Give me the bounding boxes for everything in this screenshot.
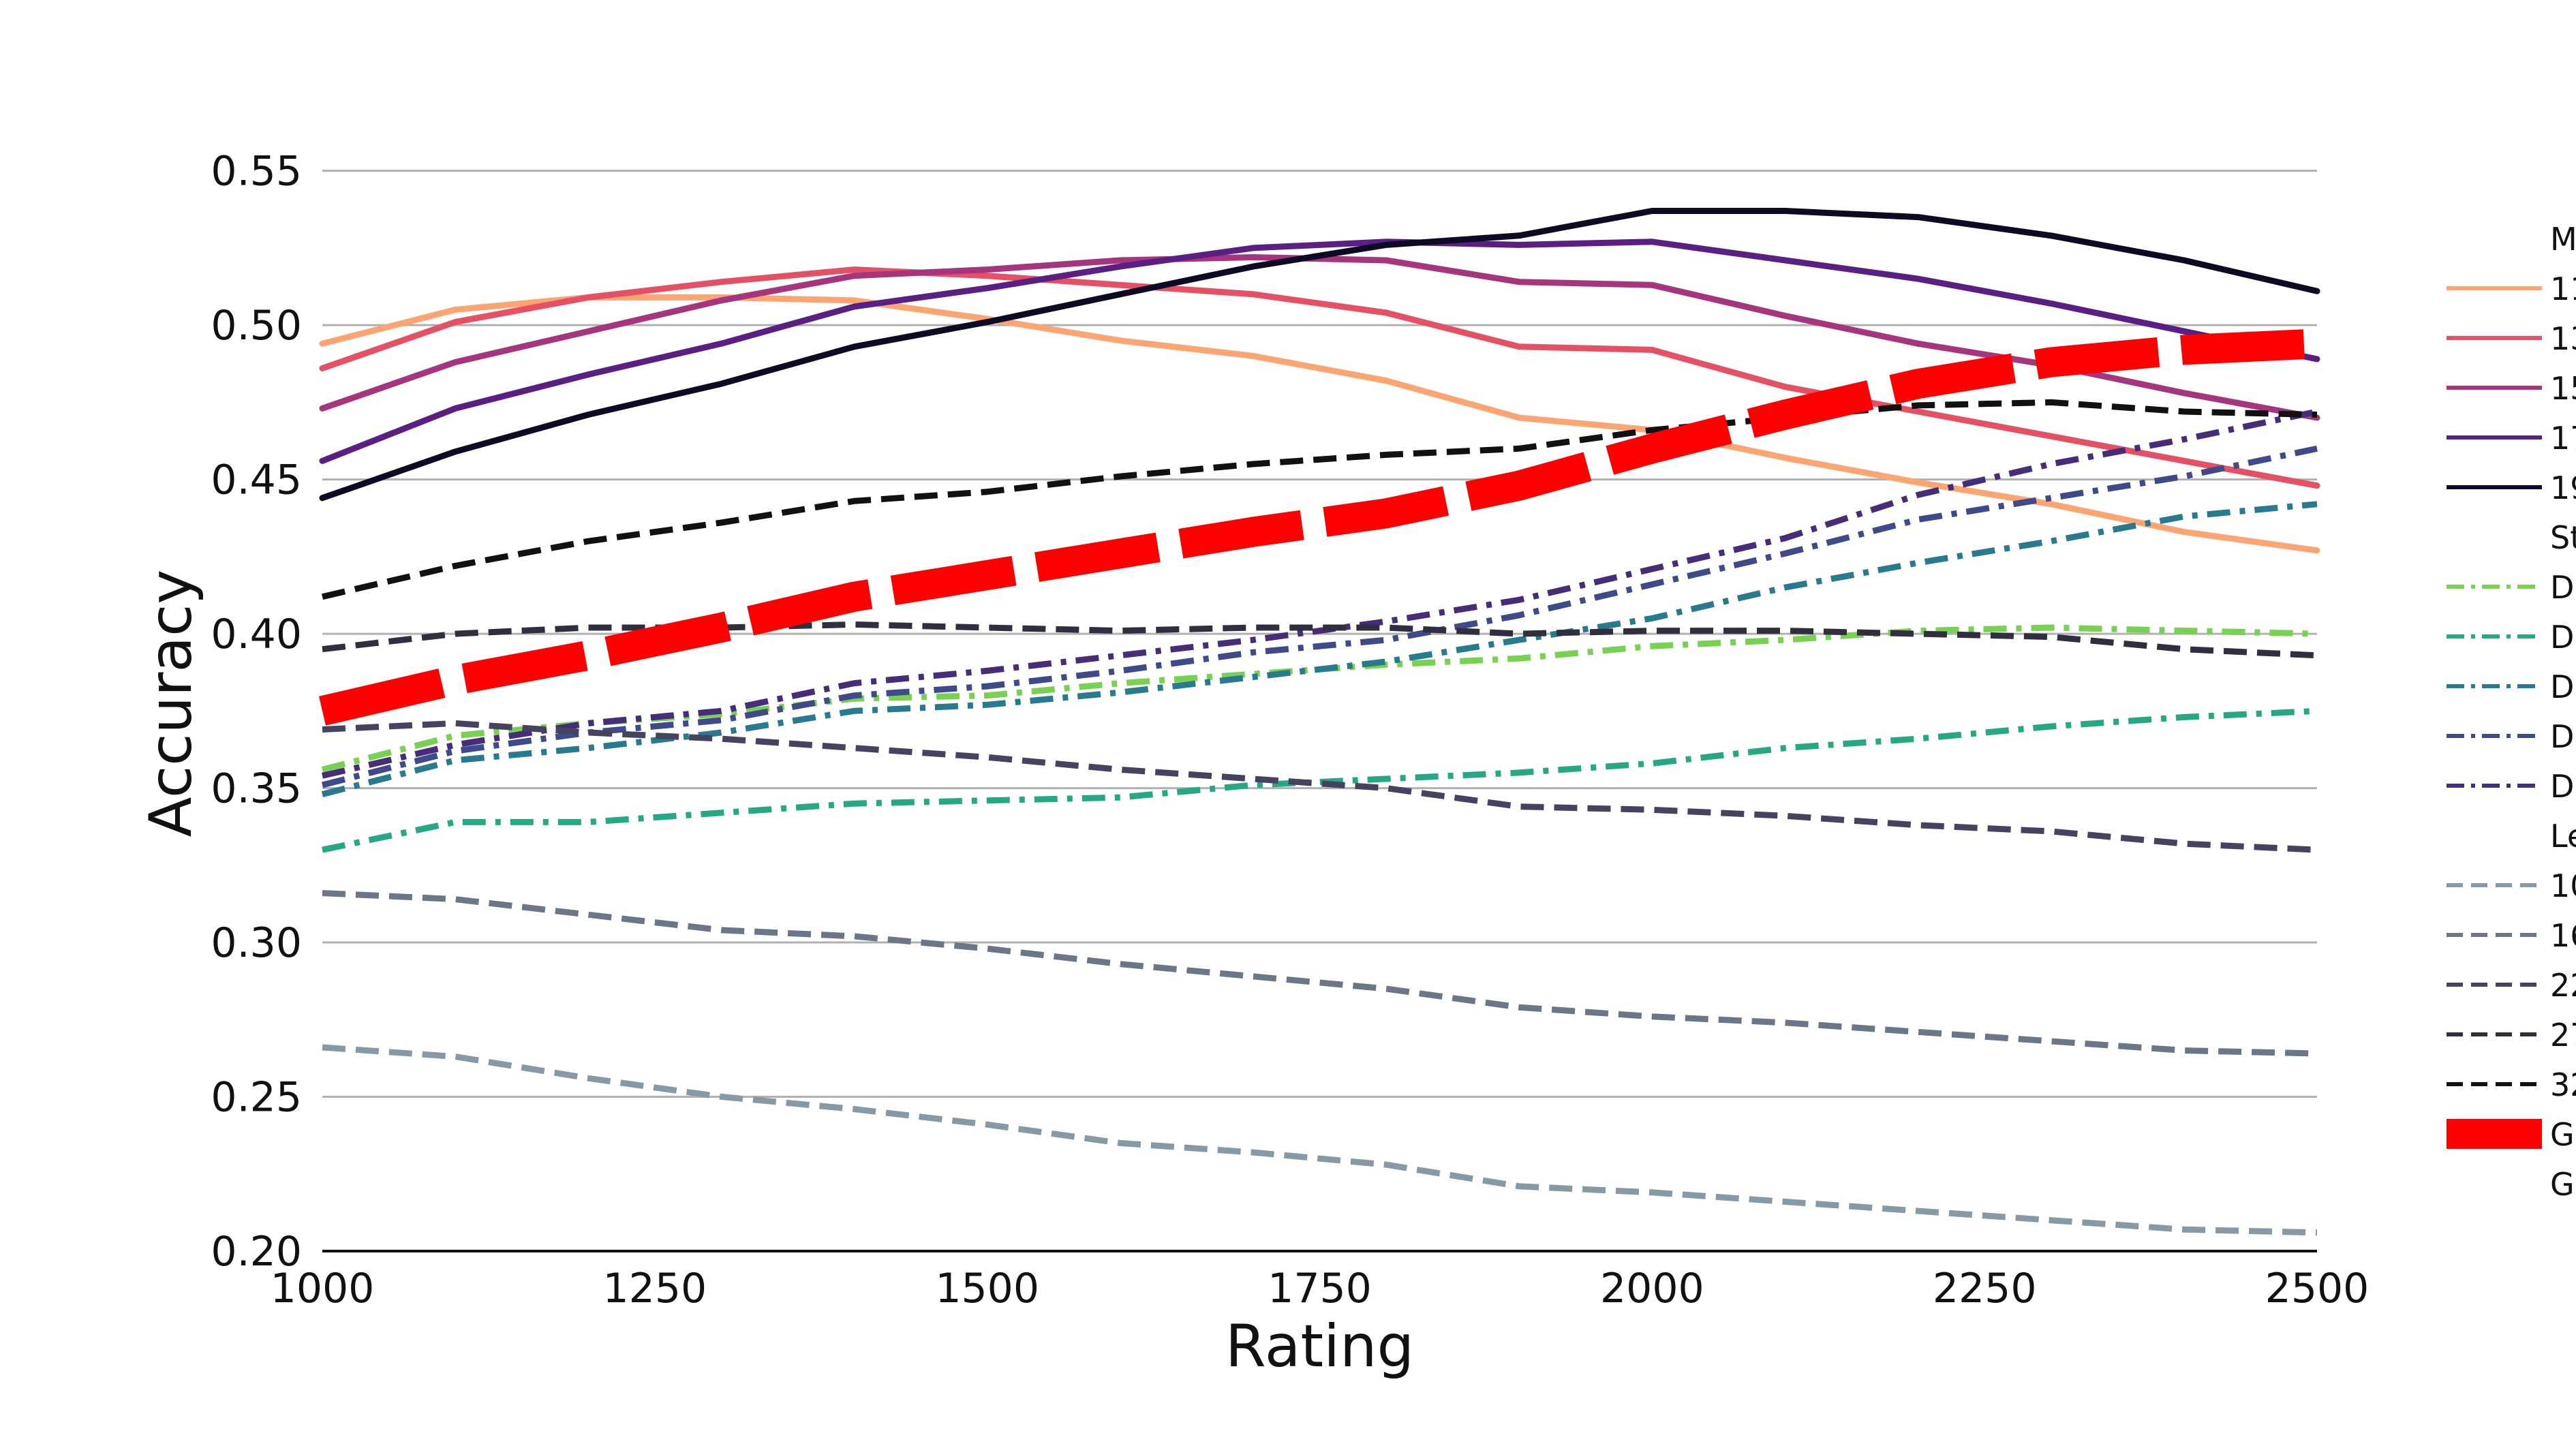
tick-labels: 0.20 0.25 0.30 0.35 0.40 0.45 0.50 0.55 1000 1250… <box>211 148 2369 1312</box>
legend-label: De <box>2550 668 2576 705</box>
legend-label: 32 <box>2550 1066 2576 1103</box>
x-axis-title: Rating <box>1225 1312 1414 1381</box>
x-tick-label: 1000 <box>271 1265 375 1312</box>
series-line-32 <box>321 399 2318 600</box>
x-tick-label: 2250 <box>1933 1265 2037 1312</box>
y-tick-label: 0.30 <box>211 919 302 967</box>
y-tick-label: 0.25 <box>211 1074 302 1122</box>
legend-label: 13 <box>2550 320 2576 357</box>
legend-label: De <box>2550 619 2576 656</box>
legend-label: 27 <box>2550 1017 2576 1053</box>
y-tick-label: 0.55 <box>211 148 302 196</box>
legend-label: 22 <box>2550 967 2576 1004</box>
series-lines <box>319 208 2320 1236</box>
series-line-16 <box>322 890 2318 1057</box>
legend-label: GM <box>2550 1166 2576 1203</box>
legend-label: 10 <box>2550 867 2576 904</box>
series-line-13 <box>319 266 2320 489</box>
series-line-11 <box>319 294 2320 554</box>
series-line-15 <box>319 254 2320 421</box>
x-tick-label: 1500 <box>935 1265 1039 1312</box>
x-tick-label: 2000 <box>1600 1265 1704 1312</box>
y-axis-title: Accuracy <box>137 570 205 837</box>
y-tick-label: 0.40 <box>211 611 302 658</box>
legend-group-heading: Le <box>2550 818 2576 855</box>
series-line-10 <box>322 1044 2318 1236</box>
x-tick-label: 1750 <box>1268 1265 1372 1312</box>
legend-label: De <box>2550 569 2576 606</box>
legend-label: 17 <box>2550 420 2576 457</box>
y-tick-label: 0.35 <box>211 765 302 813</box>
legend-label: De <box>2550 768 2576 805</box>
legend-group-heading: Ma <box>2550 221 2576 258</box>
y-tick-label: 0.50 <box>211 302 302 350</box>
x-tick-label: 2500 <box>2265 1265 2370 1312</box>
legend-label: De <box>2550 718 2576 755</box>
series-line-de <box>321 445 2318 788</box>
y-tick-label: 0.45 <box>211 457 302 504</box>
legend-label: 15 <box>2550 370 2576 407</box>
x-tick-label: 1250 <box>602 1265 707 1312</box>
series-line-de <box>322 707 2318 853</box>
series-line-de <box>321 408 2318 779</box>
legend-group-heading: Ste <box>2550 519 2576 556</box>
y-tick-label: 0.20 <box>211 1228 302 1276</box>
legend-label: 16 <box>2550 917 2576 954</box>
series-line-de <box>321 501 2318 797</box>
legend-label: GM <box>2550 1116 2576 1153</box>
legend-label: 11 <box>2550 271 2576 307</box>
series-line-gm <box>319 328 2318 726</box>
series-line-17 <box>319 238 2320 464</box>
legend-label: 19 <box>2550 470 2576 506</box>
legend: Ma 11 13 15 17 19 Ste De De De De De Le 10 16 22 27 32 GM G… <box>2447 221 2576 1203</box>
series-line-19 <box>319 208 2320 502</box>
